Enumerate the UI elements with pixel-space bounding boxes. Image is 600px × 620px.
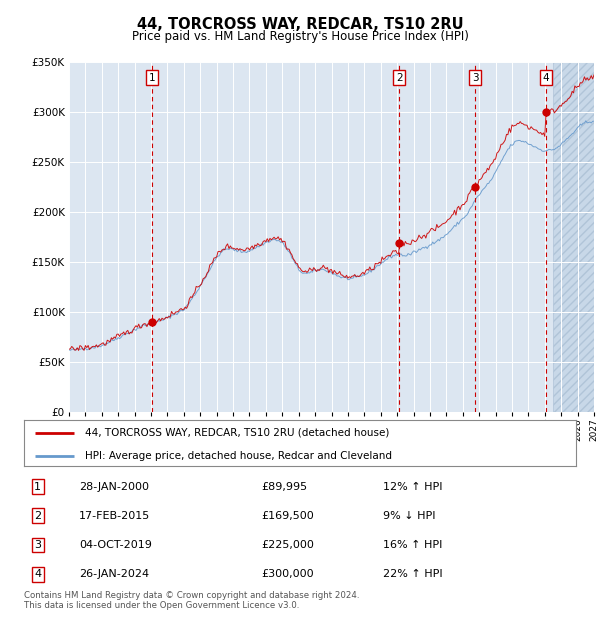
- Text: 04-OCT-2019: 04-OCT-2019: [79, 540, 152, 550]
- Text: 17-FEB-2015: 17-FEB-2015: [79, 511, 151, 521]
- Text: 12% ↑ HPI: 12% ↑ HPI: [383, 482, 442, 492]
- Text: £300,000: £300,000: [262, 569, 314, 579]
- Text: £89,995: £89,995: [262, 482, 307, 492]
- Text: £225,000: £225,000: [262, 540, 314, 550]
- Text: 16% ↑ HPI: 16% ↑ HPI: [383, 540, 442, 550]
- Text: 1: 1: [149, 73, 155, 82]
- Text: 9% ↓ HPI: 9% ↓ HPI: [383, 511, 436, 521]
- Text: 22% ↑ HPI: 22% ↑ HPI: [383, 569, 442, 579]
- Text: Contains HM Land Registry data © Crown copyright and database right 2024.
This d: Contains HM Land Registry data © Crown c…: [24, 591, 359, 610]
- Text: 26-JAN-2024: 26-JAN-2024: [79, 569, 149, 579]
- Bar: [553, 62, 594, 412]
- Text: 2: 2: [396, 73, 403, 82]
- Text: £169,500: £169,500: [262, 511, 314, 521]
- Text: 2: 2: [34, 511, 41, 521]
- Text: 44, TORCROSS WAY, REDCAR, TS10 2RU (detached house): 44, TORCROSS WAY, REDCAR, TS10 2RU (deta…: [85, 428, 389, 438]
- Text: 44, TORCROSS WAY, REDCAR, TS10 2RU: 44, TORCROSS WAY, REDCAR, TS10 2RU: [137, 17, 463, 32]
- Text: 28-JAN-2000: 28-JAN-2000: [79, 482, 149, 492]
- Text: 3: 3: [472, 73, 478, 82]
- Text: Price paid vs. HM Land Registry's House Price Index (HPI): Price paid vs. HM Land Registry's House …: [131, 30, 469, 43]
- Text: 1: 1: [34, 482, 41, 492]
- Text: HPI: Average price, detached house, Redcar and Cleveland: HPI: Average price, detached house, Redc…: [85, 451, 392, 461]
- Text: 4: 4: [542, 73, 549, 82]
- Text: 4: 4: [34, 569, 41, 579]
- Text: 3: 3: [34, 540, 41, 550]
